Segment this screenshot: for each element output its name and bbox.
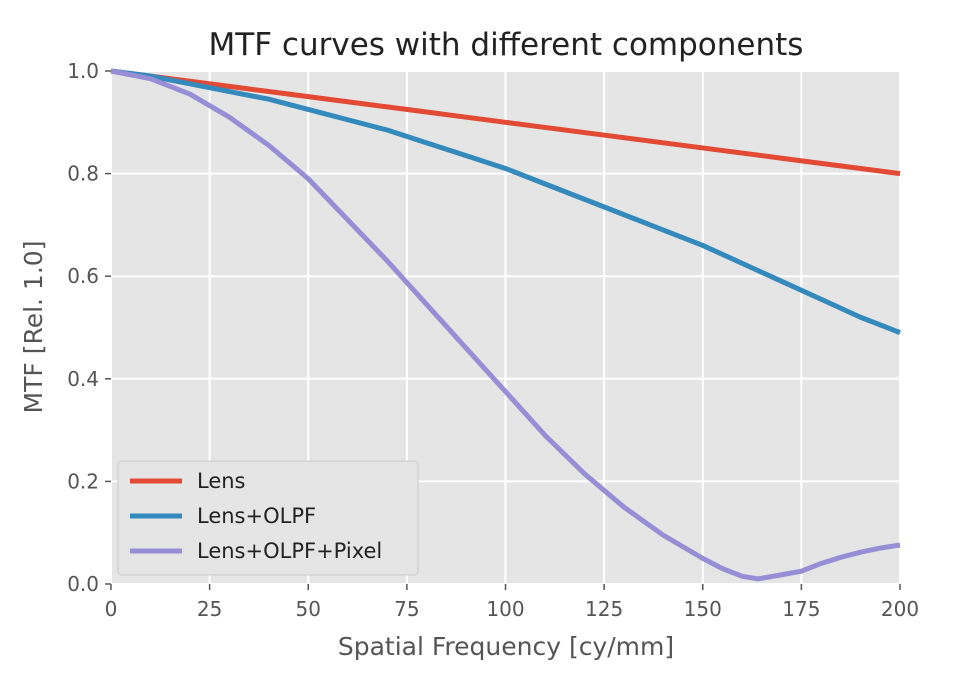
series-line-lens xyxy=(110,68,901,177)
x-tick-label: 200 xyxy=(881,597,919,621)
x-tick-label: 150 xyxy=(684,597,722,621)
y-axis-label: MTF [Rel. 1.0] xyxy=(19,241,48,414)
y-tick-label: 0.6 xyxy=(67,264,99,288)
x-axis-label: Spatial Frequency [cy/mm] xyxy=(338,632,674,661)
y-tick-label: 0.2 xyxy=(67,469,99,493)
legend-box xyxy=(117,460,419,576)
x-tick-label: 125 xyxy=(585,597,623,621)
series-lines xyxy=(110,68,901,582)
x-tick-label: 0 xyxy=(105,597,118,621)
axis-ticks: 0 25 50 75 100 125 150 175 200 0.0 0.2 0.4 0.6 0.8 1.0 xyxy=(67,59,919,621)
x-tick-label: 75 xyxy=(394,597,419,621)
y-tick-label: 0.8 xyxy=(67,162,99,186)
x-tick-label: 175 xyxy=(782,597,820,621)
x-tick-label: 50 xyxy=(296,597,321,621)
series-line-lens-olpf xyxy=(110,68,901,335)
series-line-lens-olpf-pixel xyxy=(110,68,901,582)
legend: Lens Lens+OLPF Lens+OLPF+Pixel xyxy=(117,460,419,576)
chart-title: MTF curves with different components xyxy=(209,27,804,63)
x-tick-label: 25 xyxy=(197,597,222,621)
legend-label-lens-olpf: Lens+OLPF xyxy=(197,504,316,528)
legend-label-lens-olpf-pixel: Lens+OLPF+Pixel xyxy=(197,539,382,563)
y-tick-label: 1.0 xyxy=(67,59,99,83)
y-tick-label: 0.4 xyxy=(67,367,99,391)
y-tick-label: 0.0 xyxy=(67,572,99,596)
x-tick-label: 100 xyxy=(486,597,524,621)
legend-label-lens: Lens xyxy=(197,469,246,493)
